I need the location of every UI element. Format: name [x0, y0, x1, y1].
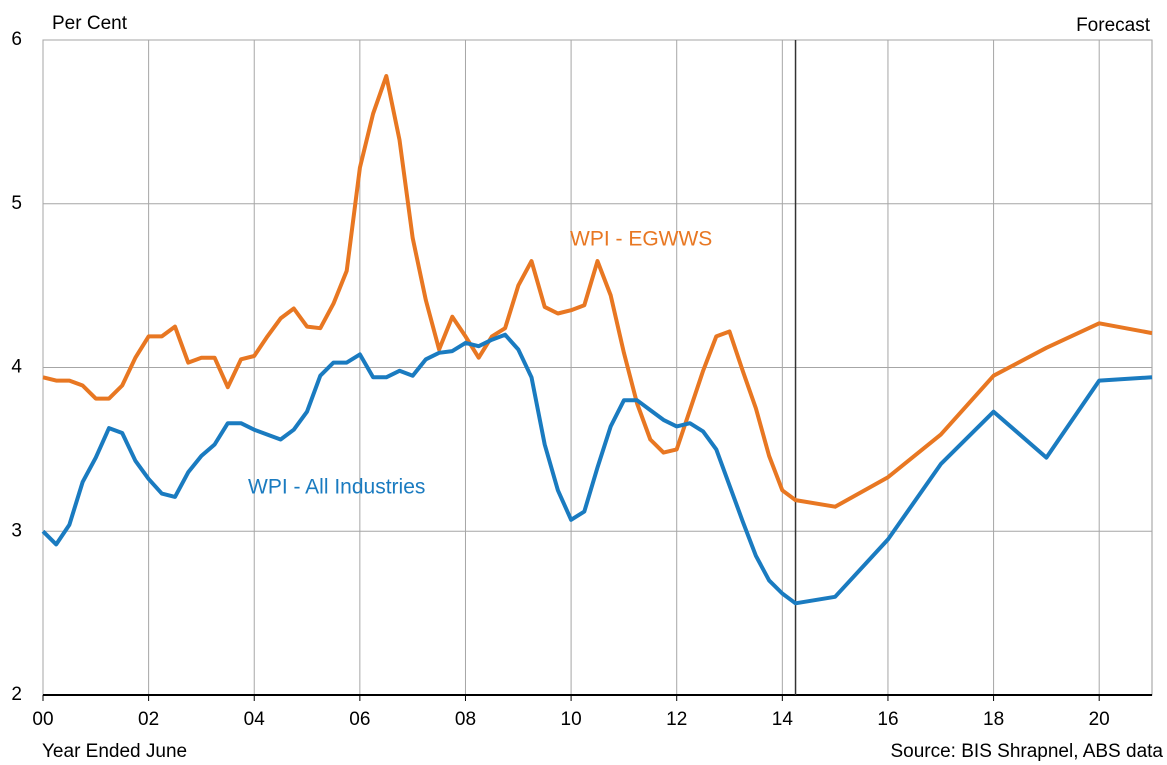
x-tick-label: 04 [244, 709, 266, 730]
y-axis-label: Per Cent [52, 13, 128, 34]
y-tick-label: 5 [11, 193, 22, 214]
series-line [42, 74, 1153, 509]
x-tick-label: 14 [772, 709, 794, 730]
y-tick-label: 4 [11, 357, 22, 378]
x-tick-label: 02 [138, 709, 159, 730]
x-tick-label: 12 [666, 709, 687, 730]
y-tick-label: 3 [11, 520, 22, 541]
series-line [41, 332, 1153, 606]
x-axis-label: Year Ended June [42, 741, 187, 762]
x-tick-label: 20 [1089, 709, 1110, 730]
x-tick-label: 16 [877, 709, 898, 730]
y-tick-label: 2 [11, 684, 22, 705]
forecast-label: Forecast [1076, 15, 1151, 36]
series-label: WPI - All Industries [248, 476, 425, 499]
x-tick-label: 10 [561, 709, 582, 730]
source: Source: BIS Shrapnel, ABS data [890, 741, 1163, 762]
x-tick-label: 08 [455, 709, 476, 730]
series-label: WPI - EGWWS [570, 228, 712, 251]
x-tick-label: 06 [349, 709, 370, 730]
x-tick-label: 00 [32, 709, 53, 730]
y-tick-label: 6 [11, 29, 22, 50]
x-tick-label: 18 [983, 709, 1004, 730]
